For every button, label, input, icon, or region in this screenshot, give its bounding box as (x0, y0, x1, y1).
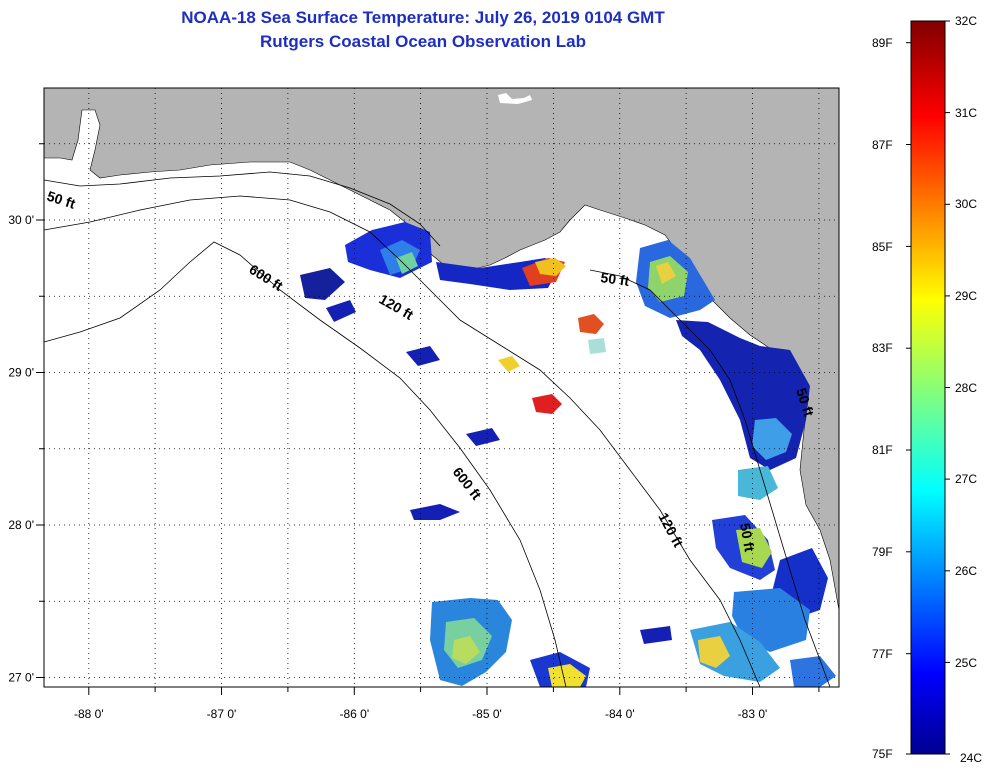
map-subtitle: Rutgers Coastal Ocean Observation Lab (260, 32, 586, 51)
lon-label: -83 0' (738, 707, 768, 721)
sst-patch (690, 622, 780, 682)
lake (498, 93, 532, 104)
colorbar-c-label: 24C (960, 751, 982, 765)
contour-label: 50 ft (737, 522, 758, 553)
colorbar-c-label: 26C (955, 564, 977, 578)
lon-label: -88 0' (74, 707, 104, 721)
colorbar-f-label: 83F (872, 341, 893, 355)
lat-label: 29 0' (8, 366, 34, 380)
colorbar-f-label: 77F (872, 647, 893, 661)
colorbar-f-label: 81F (872, 443, 893, 457)
colorbar-f-label: 87F (872, 138, 893, 152)
sst-patch-hot (532, 394, 562, 414)
lat-label: 28 0' (8, 518, 34, 532)
contour-600ft (44, 241, 567, 687)
lon-label: -84 0' (605, 707, 635, 721)
lat-label: 27 0' (8, 671, 34, 685)
sst-patch (406, 346, 440, 366)
sst-patch (588, 338, 606, 354)
lon-label: -86 0' (339, 707, 369, 721)
sst-patch (410, 504, 460, 520)
sst-patch (466, 428, 500, 446)
lon-label: -87 0' (207, 707, 237, 721)
sst-patch (732, 588, 810, 652)
colorbar-c-label: 25C (955, 656, 977, 670)
colorbar: 89F 87F 85F 83F 81F 79F 77F 75F 32C 31C … (872, 14, 982, 765)
colorbar-c-label: 31C (955, 106, 977, 120)
sst-patch (498, 356, 520, 372)
colorbar-f-label: 75F (872, 747, 893, 761)
sst-patch (698, 636, 730, 668)
contour-label: 50 ft (600, 269, 631, 289)
lat-label: 30 0' (8, 213, 34, 227)
sst-patch (535, 258, 566, 276)
sst-patch (548, 664, 586, 687)
colorbar-f-label: 85F (872, 240, 893, 254)
colorbar-c-label: 27C (955, 472, 977, 486)
colorbar-f-label: 79F (872, 545, 893, 559)
colorbar-ticks (906, 20, 950, 755)
sst-patch-hot (578, 314, 604, 334)
lon-label: -85 0' (472, 707, 502, 721)
map-frame (44, 88, 839, 687)
sst-patch (326, 300, 356, 322)
latitude-labels: 30 0' 29 0' 28 0' 27 0' (8, 213, 34, 685)
sst-data-layer (300, 222, 836, 687)
sst-patch (300, 268, 345, 300)
colorbar-gradient (910, 20, 946, 755)
colorbar-c-label: 28C (955, 381, 977, 395)
bathymetry-contours (44, 171, 831, 687)
sst-patch (752, 418, 792, 460)
colorbar-c-label: 30C (955, 197, 977, 211)
sst-patch (738, 466, 778, 500)
sst-patch (640, 626, 672, 644)
sst-patch (656, 262, 676, 284)
sst-patch (790, 656, 836, 687)
sst-patch (452, 636, 480, 664)
map-border (43, 87, 840, 688)
colorbar-f-label: 89F (872, 36, 893, 50)
longitude-labels: -88 0' -87 0' -86 0' -85 0' -84 0' -83 0… (74, 707, 767, 721)
axis-ticks (36, 143, 820, 695)
sst-patch (396, 252, 418, 274)
colorbar-c-label: 32C (955, 14, 977, 28)
sst-patch (736, 528, 772, 568)
contour-50ft-east (589, 269, 831, 687)
contour-50ft-west (44, 171, 441, 247)
contour-120ft (44, 195, 761, 687)
map-title: NOAA-18 Sea Surface Temperature: July 26… (181, 8, 665, 27)
colorbar-c-label: 29C (955, 289, 977, 303)
